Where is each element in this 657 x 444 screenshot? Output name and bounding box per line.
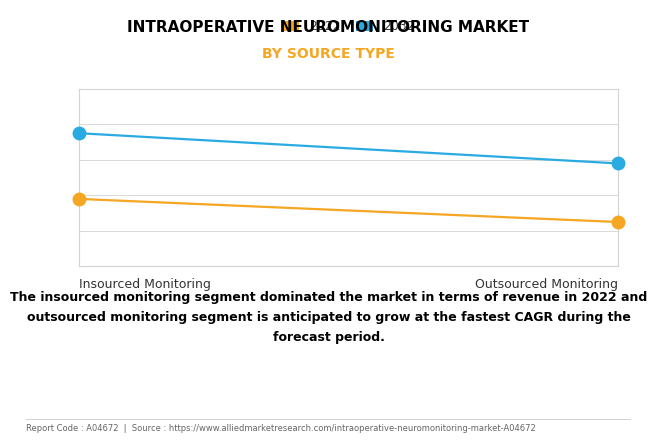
Legend: 2022, 2032: 2022, 2032 [282,20,415,33]
Text: BY SOURCE TYPE: BY SOURCE TYPE [262,47,395,61]
Text: INTRAOPERATIVE NEUROMONITORING MARKET: INTRAOPERATIVE NEUROMONITORING MARKET [127,20,530,35]
Text: The insourced monitoring segment dominated the market in terms of revenue in 202: The insourced monitoring segment dominat… [10,291,647,344]
Text: Report Code : A04672  |  Source : https://www.alliedmarketresearch.com/intraoper: Report Code : A04672 | Source : https://… [26,424,536,433]
